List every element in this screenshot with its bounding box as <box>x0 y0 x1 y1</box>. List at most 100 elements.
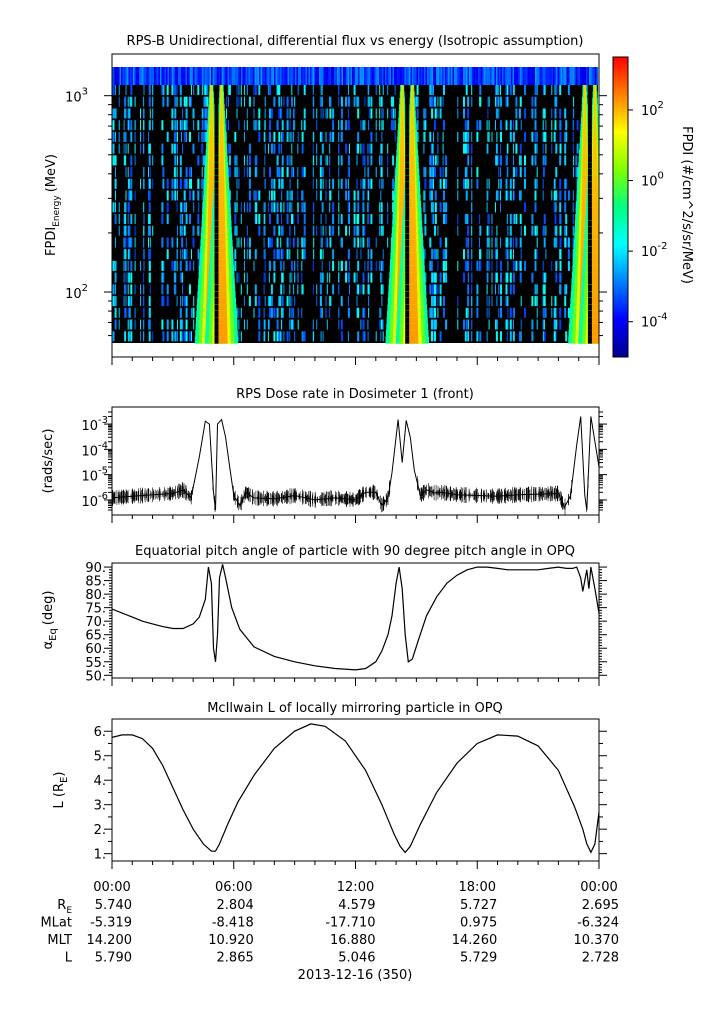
spectrogram-cell <box>176 143 178 154</box>
spectrogram-cell <box>565 331 568 342</box>
spectrogram-cell <box>234 225 237 236</box>
spectrogram-cell <box>258 319 261 330</box>
spectrogram-cell <box>505 249 508 260</box>
spectrogram-cell <box>347 155 350 166</box>
spectrogram-cell <box>512 85 515 95</box>
spectrogram-cell <box>467 307 469 318</box>
spectrogram-cell <box>185 331 188 342</box>
spectrogram-cell <box>471 331 473 342</box>
spectrogram-cell <box>127 202 129 213</box>
spectrogram-cell <box>264 120 266 131</box>
spectrogram-cell <box>143 319 145 330</box>
belt-pass-gap <box>587 201 592 209</box>
spectrogram-cell <box>323 67 326 85</box>
spectrogram-cell <box>277 67 279 85</box>
spectrogram-cell <box>584 67 587 85</box>
belt-pass-gap <box>214 310 219 318</box>
spectrogram-cell <box>264 108 266 119</box>
spectrogram-cell <box>485 67 488 85</box>
spectrogram-cell <box>500 85 501 95</box>
belt-pass-cell <box>398 214 406 221</box>
belt-pass-cell <box>208 207 215 215</box>
spectrogram-cell <box>264 296 266 307</box>
spectrogram-cell <box>433 214 434 224</box>
spectrogram-cell <box>487 272 489 283</box>
spectrogram-cell <box>353 272 356 283</box>
spectrogram-cell <box>565 120 568 131</box>
spectrogram-cell <box>243 249 245 260</box>
spectrogram-cell <box>437 67 440 85</box>
spectrogram-cell <box>470 67 473 85</box>
spectrogram-cell <box>280 331 282 342</box>
spectrogram-cell <box>270 307 273 318</box>
spectrogram-cell <box>176 167 178 178</box>
spectrogram-cell <box>496 237 498 248</box>
spectrogram-cell <box>286 67 288 85</box>
pitch-angle-y-label: αEq(deg) <box>41 591 59 650</box>
spectrogram-cell <box>125 167 127 178</box>
spectrogram-cell <box>189 96 191 107</box>
spectrogram-cell <box>289 131 291 142</box>
belt-pass-cell <box>411 85 413 92</box>
belt-pass-cell <box>399 168 405 176</box>
spectrogram-cell <box>286 296 289 307</box>
spectrogram-cell <box>320 225 322 236</box>
belt-pass-cell <box>410 155 415 163</box>
spectrogram-cell <box>185 260 188 271</box>
spectrogram-cell <box>479 96 482 107</box>
spectrogram-cell <box>370 260 373 271</box>
spectrogram-cell <box>559 272 562 283</box>
spectrogram-cell <box>508 67 510 85</box>
spectrogram-cell <box>230 67 233 85</box>
spectrogram-cell <box>273 143 276 154</box>
spectrogram-cell <box>521 67 524 85</box>
spectrogram-cell <box>431 108 434 119</box>
spectrogram-cell <box>434 155 437 166</box>
spectrogram-cell <box>559 155 562 166</box>
spectrogram-cell <box>524 67 527 85</box>
spectrogram-cell <box>124 96 127 107</box>
spectrogram-cell <box>226 108 227 119</box>
spectrogram-cell <box>276 237 279 248</box>
spectrogram-cell <box>227 143 229 154</box>
belt-pass-cell <box>400 110 404 118</box>
spectrogram-cell <box>509 319 512 330</box>
spectrogram-cell <box>130 85 133 95</box>
spectrogram-cell <box>506 143 508 154</box>
spectrogram-cell <box>469 67 471 85</box>
spectrogram-cell <box>357 108 360 119</box>
spectrogram-cell <box>514 67 516 85</box>
spectrogram-cell <box>347 272 350 283</box>
spectrogram-cell <box>496 96 498 107</box>
spectrogram-cell <box>367 260 369 271</box>
belt-pass-gap <box>405 168 410 176</box>
spectrogram-cell <box>536 284 538 295</box>
spectrogram-cell <box>360 249 362 260</box>
spectrogram-cell <box>529 67 531 85</box>
spectrogram-cell <box>221 67 224 85</box>
spectrogram-cell <box>498 190 500 201</box>
spectrogram-cell <box>286 108 289 119</box>
spectrogram-cell <box>292 67 294 85</box>
belt-pass-cell <box>401 97 404 105</box>
spectrogram-cell <box>491 237 493 248</box>
spectrogram-cell <box>297 143 299 154</box>
spectrogram-cell <box>313 249 315 260</box>
spectrogram-cell <box>368 202 370 213</box>
spectrogram-cell <box>479 214 480 224</box>
spectrogram-cell <box>312 178 314 189</box>
spectrogram-cell <box>445 319 448 330</box>
ephemeris-value: -6.324 <box>577 916 619 931</box>
spectrogram-cell <box>505 237 508 248</box>
spectrogram-cell <box>379 120 381 131</box>
spectrogram-cell <box>112 202 115 213</box>
spectrogram-cell <box>291 143 293 154</box>
spectrogram-cell <box>357 96 360 107</box>
spectrogram-cell <box>495 319 496 330</box>
spectrogram-cell <box>392 155 395 166</box>
spectrogram-cell <box>547 67 549 85</box>
spectrogram-cell <box>143 307 145 318</box>
spectrogram-cell <box>244 67 246 85</box>
spectrogram-cell <box>128 67 131 85</box>
